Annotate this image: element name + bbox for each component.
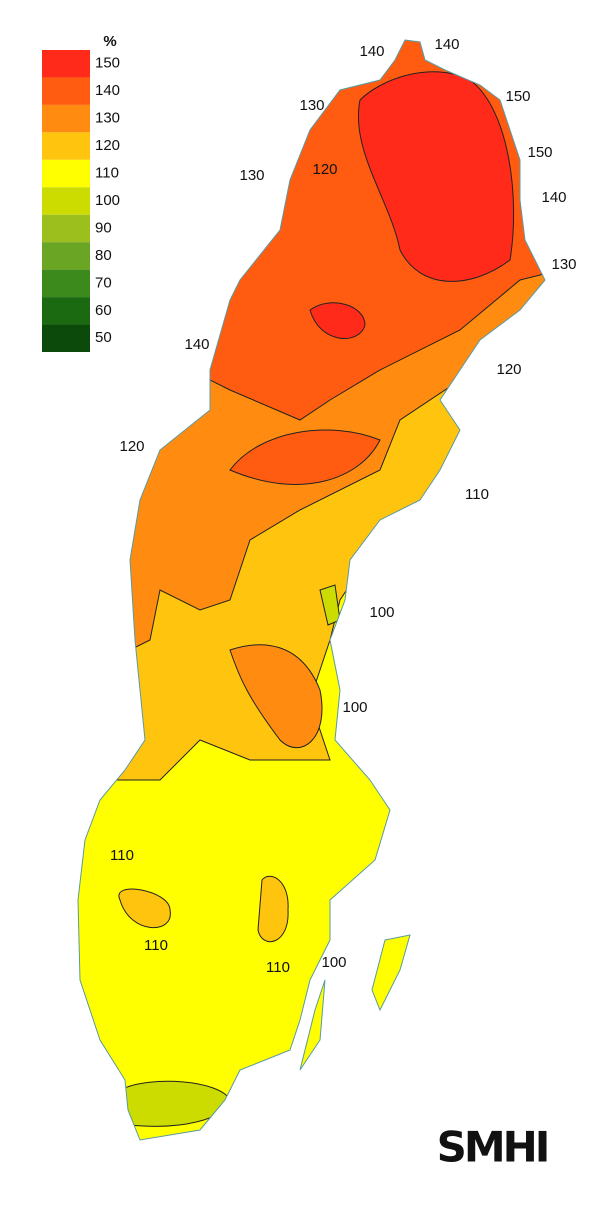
legend-swatch <box>42 77 90 105</box>
map-zone <box>119 1080 231 1127</box>
legend-swatch <box>42 159 90 188</box>
map-zone <box>118 888 171 929</box>
map-zone <box>257 875 289 943</box>
contour-label: 140 <box>184 336 209 353</box>
contour-labels: 140 140 130 150 120 130 150 140 130 140 120 120 110 1… <box>110 36 576 976</box>
contour-label: 140 <box>434 36 459 53</box>
legend-swatch <box>42 324 90 352</box>
legend-swatch <box>42 104 90 133</box>
legend: 150 140 130 120 110 100 90 80 70 60 50 <box>42 50 120 352</box>
contour-label: 120 <box>496 361 521 378</box>
contour-label: 100 <box>321 954 346 971</box>
legend-swatch <box>42 132 90 160</box>
contour-label: 130 <box>239 167 264 184</box>
legend-label: 80 <box>95 247 112 264</box>
legend-swatch <box>42 269 90 298</box>
map-zone <box>229 429 381 485</box>
legend-label: 50 <box>95 329 112 346</box>
contour-label: 120 <box>119 438 144 455</box>
contour-label: 110 <box>144 937 168 954</box>
contour-label: 120 <box>312 161 337 178</box>
map-zone <box>358 71 515 282</box>
legend-swatch <box>42 242 90 270</box>
legend-label: 140 <box>95 82 120 99</box>
legend-unit: % <box>103 33 116 50</box>
map-zone <box>309 302 366 339</box>
legend-label: 150 <box>95 55 120 72</box>
contour-label: 140 <box>359 43 384 60</box>
legend-label: 100 <box>95 192 120 209</box>
legend-swatch <box>42 50 90 78</box>
contour-label: 110 <box>266 959 290 976</box>
legend-label: 60 <box>95 302 112 319</box>
legend-swatch <box>42 187 90 215</box>
contour-label: 130 <box>551 256 576 273</box>
map-zone <box>229 644 323 749</box>
legend-label: 70 <box>95 274 112 291</box>
legend-swatch <box>42 297 90 325</box>
legend-label: 90 <box>95 219 112 236</box>
contour-label: 150 <box>527 144 552 161</box>
contour-label: 140 <box>541 189 566 206</box>
legend-label: 110 <box>95 165 119 182</box>
legend-swatch <box>42 214 90 243</box>
contour-label: 100 <box>342 699 367 716</box>
legend-label: 130 <box>95 110 120 127</box>
contour-label: 150 <box>505 88 530 105</box>
legend-label: 120 <box>95 137 120 154</box>
logo: SMHI <box>437 1123 548 1172</box>
contour-label: 110 <box>110 847 134 864</box>
contour-label: 100 <box>369 604 394 621</box>
contour-label: 110 <box>465 486 489 503</box>
contour-label: 130 <box>299 97 324 114</box>
